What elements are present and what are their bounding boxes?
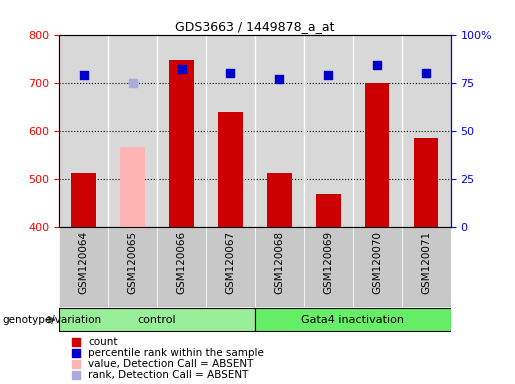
Bar [255, 308, 451, 331]
Bar [218, 113, 243, 227]
Bar [267, 173, 291, 227]
Bar [72, 173, 96, 227]
Text: GSM120064: GSM120064 [79, 230, 89, 294]
Bar [59, 227, 108, 307]
Bar [169, 60, 194, 227]
Bar [414, 138, 438, 227]
Title: GDS3663 / 1449878_a_at: GDS3663 / 1449878_a_at [175, 20, 335, 33]
Bar [365, 83, 389, 227]
Bar [255, 227, 304, 307]
Text: GSM120065: GSM120065 [128, 230, 138, 294]
Text: GSM120070: GSM120070 [372, 230, 382, 294]
Bar [121, 147, 145, 227]
Bar [402, 227, 451, 307]
Text: GSM120071: GSM120071 [421, 230, 431, 294]
Point [324, 72, 333, 78]
Point [72, 338, 80, 344]
Point [373, 62, 381, 68]
Point [72, 361, 80, 367]
Text: rank, Detection Call = ABSENT: rank, Detection Call = ABSENT [88, 370, 248, 380]
Text: GSM120068: GSM120068 [274, 230, 284, 294]
Bar [316, 194, 340, 227]
Point [177, 66, 185, 72]
Text: genotype/variation: genotype/variation [3, 314, 101, 325]
Point [129, 79, 137, 86]
Point [72, 349, 80, 356]
Bar [108, 227, 157, 307]
Text: percentile rank within the sample: percentile rank within the sample [88, 348, 264, 358]
Bar [157, 227, 206, 307]
Text: GSM120066: GSM120066 [177, 230, 186, 294]
Text: GSM120069: GSM120069 [323, 230, 333, 294]
Text: count: count [88, 336, 117, 346]
Text: Gata4 inactivation: Gata4 inactivation [301, 314, 404, 325]
Point [226, 70, 234, 76]
Bar [353, 227, 402, 307]
Text: GSM120067: GSM120067 [226, 230, 235, 294]
Bar [304, 227, 353, 307]
Point [79, 72, 88, 78]
Bar [206, 227, 255, 307]
Point [422, 70, 430, 76]
Text: control: control [138, 314, 176, 325]
Bar [59, 308, 255, 331]
Text: value, Detection Call = ABSENT: value, Detection Call = ABSENT [88, 359, 253, 369]
Point [72, 372, 80, 378]
Point [275, 76, 283, 82]
